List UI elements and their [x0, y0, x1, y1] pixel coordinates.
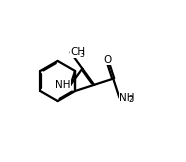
Text: NH: NH — [55, 80, 70, 90]
Text: O: O — [103, 55, 111, 64]
Text: NH: NH — [119, 93, 135, 103]
Text: 2: 2 — [128, 95, 133, 104]
Text: CH: CH — [70, 47, 86, 57]
Text: 3: 3 — [79, 50, 84, 59]
